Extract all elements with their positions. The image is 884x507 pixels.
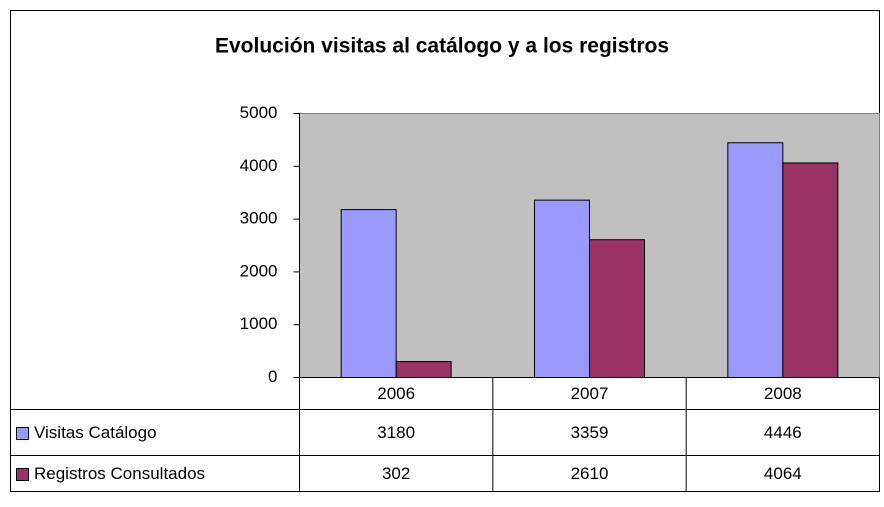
table-value: 2610	[571, 464, 609, 483]
table-value: 302	[382, 464, 410, 483]
x-tick-label: 2008	[764, 384, 802, 403]
y-tick-label: 3000	[240, 209, 278, 228]
y-tick-label: 5000	[240, 103, 278, 122]
y-tick-label: 4000	[240, 156, 278, 175]
legend-key	[16, 468, 29, 481]
bar	[340, 209, 397, 378]
table-value: 4064	[764, 464, 802, 483]
bar	[727, 142, 784, 378]
chart-title: Evolución visitas al catálogo y a los re…	[215, 35, 669, 58]
legend-key	[16, 427, 29, 440]
table-value: 4446	[764, 423, 802, 442]
legend-label: Visitas Catálogo	[34, 423, 157, 442]
y-tick-label: 1000	[240, 314, 278, 333]
x-tick-label: 2007	[571, 384, 609, 403]
legend-label: Registros Consultados	[34, 464, 205, 483]
bar	[395, 361, 452, 379]
table-value: 3180	[377, 423, 415, 442]
bar	[589, 239, 645, 378]
bar	[782, 162, 839, 378]
table-value: 3359	[571, 423, 609, 442]
bar	[534, 199, 590, 378]
x-tick-label: 2006	[377, 384, 415, 403]
y-tick-label: 0	[268, 367, 277, 386]
y-tick-label: 2000	[240, 261, 278, 280]
